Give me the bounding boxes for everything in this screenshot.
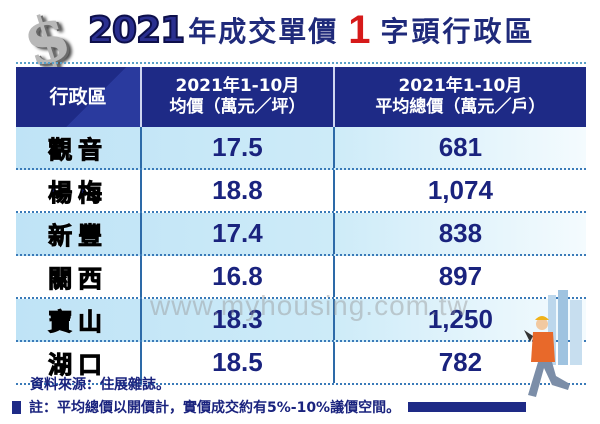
avg-price: 16.8 xyxy=(212,261,263,291)
table-row: 關西 16.8 897 xyxy=(16,256,586,299)
title-year: 2021 xyxy=(87,9,186,52)
price-table: 行政區 2021年1-10月 均價（萬元／坪） 2021年1-10月 平均總價（萬元… xyxy=(16,67,586,385)
bullet-square-icon xyxy=(12,400,21,414)
decorative-bar xyxy=(408,402,527,412)
district-name: 觀音 xyxy=(48,136,109,165)
title-highlight: 1 xyxy=(348,7,371,52)
title-part2: 字頭行政區 xyxy=(380,15,536,48)
table-row: 楊梅 18.8 1,074 xyxy=(16,170,586,213)
footnote-text: 註：平均總價以開價計，實價成交約有5%-10%議價空間。 xyxy=(29,400,401,416)
page-title: 2021 年成交單價 1 字頭行政區 xyxy=(87,6,536,54)
district-name: 楊梅 xyxy=(48,179,109,208)
watermark: www.myhousing.com.tw xyxy=(150,290,469,321)
avg-total: 681 xyxy=(438,132,483,162)
district-name: 新豐 xyxy=(48,222,109,251)
table-row: 寶山 18.3 1,250 xyxy=(16,299,586,342)
footnote: 註：平均總價以開價計，實價成交約有5%-10%議價空間。 xyxy=(12,397,527,417)
avg-price: 18.8 xyxy=(212,175,263,205)
avg-total: 1,074 xyxy=(427,175,493,205)
avg-price: 18.5 xyxy=(212,347,263,377)
district-name: 關西 xyxy=(48,265,109,294)
avg-total: 782 xyxy=(438,347,483,377)
header-avg-total: 2021年1-10月 平均總價（萬元／戶） xyxy=(375,76,546,117)
avg-price: 17.5 xyxy=(212,132,263,162)
table-row: 觀音 17.5 681 xyxy=(16,127,586,170)
header-district: 行政區 xyxy=(16,67,143,127)
avg-price: 17.4 xyxy=(212,218,263,248)
title-divider xyxy=(16,62,586,64)
source-note: 資料來源：住展雜誌。 xyxy=(30,377,170,393)
construction-worker-icon xyxy=(524,290,582,397)
table-row: 湖口 18.5 782 xyxy=(16,342,586,385)
table-header: 行政區 2021年1-10月 均價（萬元／坪） 2021年1-10月 平均總價（萬元… xyxy=(16,67,586,127)
avg-price: 18.3 xyxy=(212,304,263,334)
avg-total: 1,250 xyxy=(427,304,493,334)
header-avg-price: 2021年1-10月 均價（萬元／坪） xyxy=(142,67,335,127)
title-part1: 年成交單價 xyxy=(188,15,339,48)
table-row: 新豐 17.4 838 xyxy=(16,213,586,256)
district-name: 湖口 xyxy=(48,351,109,380)
avg-total: 838 xyxy=(438,218,483,248)
avg-total: 897 xyxy=(438,261,483,291)
district-name: 寶山 xyxy=(48,308,109,337)
